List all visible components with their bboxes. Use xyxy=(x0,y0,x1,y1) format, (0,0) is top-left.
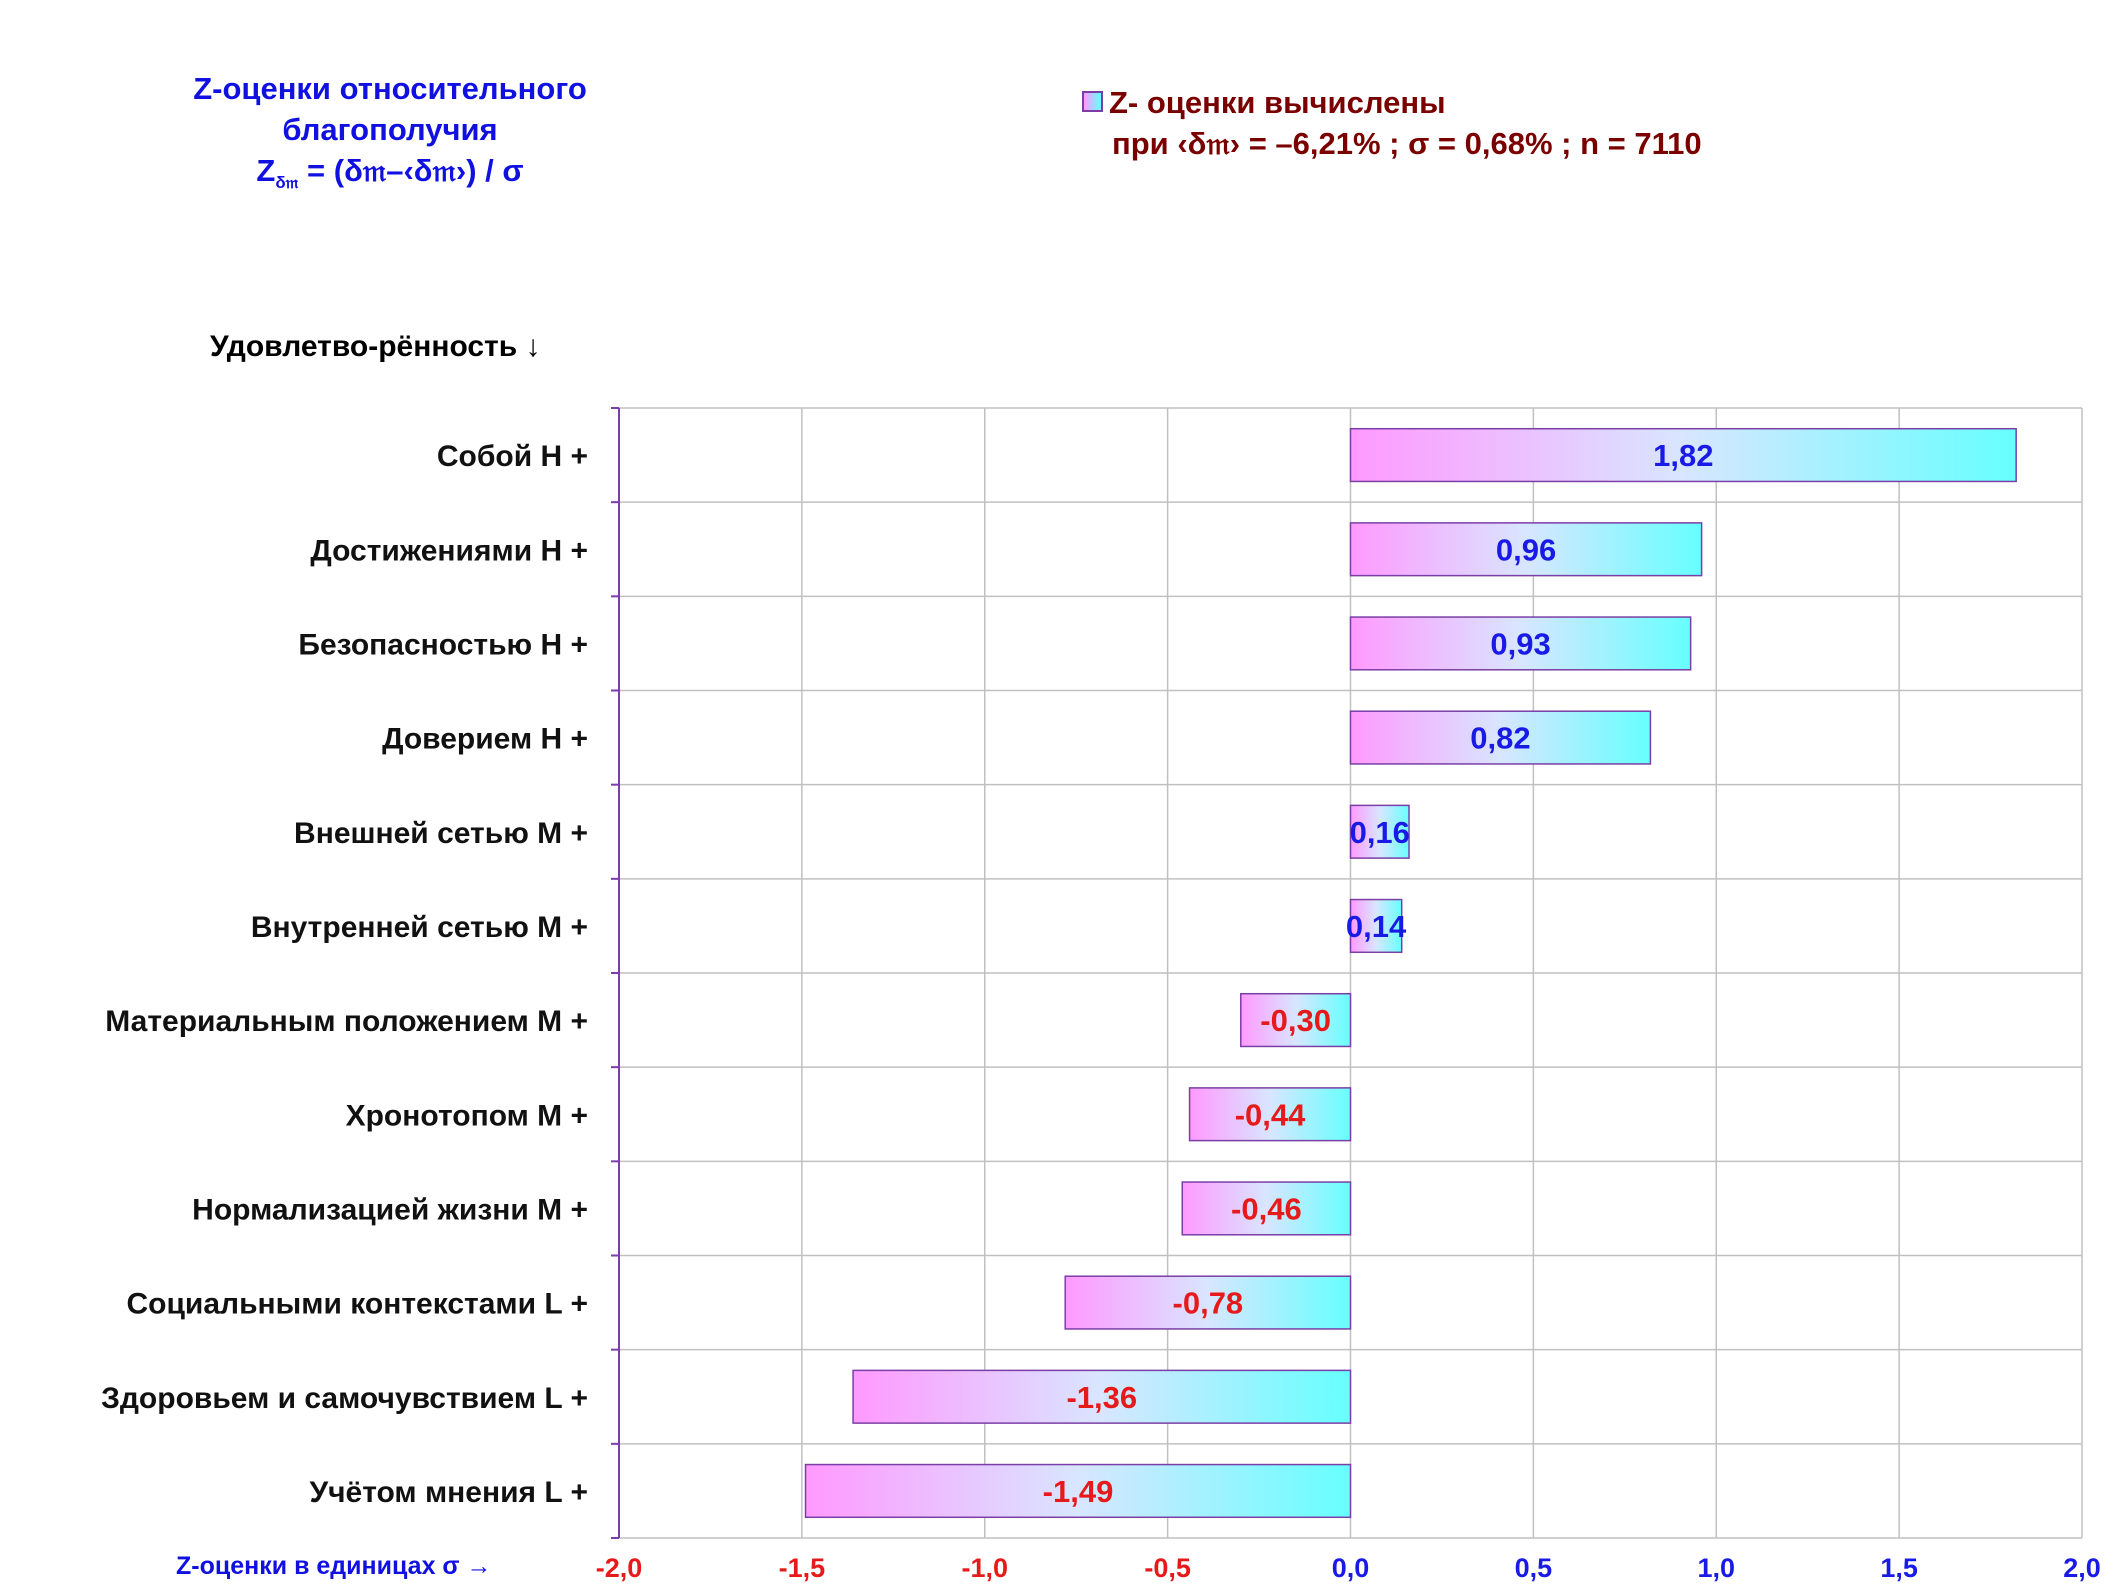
category-label: Внутренней сетью М + xyxy=(251,911,588,944)
x-tick-label: -2,0 xyxy=(596,1553,643,1583)
bar xyxy=(1349,804,1410,859)
data-label: -0,46 xyxy=(1231,1191,1302,1226)
data-label: 1,82 xyxy=(1653,438,1713,473)
x-tick-label: 2,0 xyxy=(2063,1553,2101,1583)
formula-z: Z xyxy=(256,153,276,188)
x-tick-label: 0,0 xyxy=(1332,1553,1370,1583)
x-tick-label: 1,0 xyxy=(1697,1553,1735,1583)
legend-swatch xyxy=(1082,91,1103,113)
category-label: Собой Н + xyxy=(437,440,588,473)
x-tick-label: -0,5 xyxy=(1144,1553,1191,1583)
data-label: 0,82 xyxy=(1470,721,1530,756)
data-label: -0,44 xyxy=(1235,1097,1306,1132)
y-axis-caption: Удовлетво-рённость ↓ xyxy=(210,330,541,363)
category-label: Безопасностью Н + xyxy=(298,628,588,661)
category-label: Внешней сетью М + xyxy=(294,817,588,850)
bar xyxy=(1349,898,1403,954)
x-axis-caption: Z-оценки в единицах σ → xyxy=(176,1552,492,1580)
category-label: Здоровьем и самочувствием L + xyxy=(101,1382,588,1415)
data-label: -1,49 xyxy=(1043,1474,1114,1509)
bar xyxy=(1349,522,1703,577)
category-label: Материальным положением М + xyxy=(105,1005,588,1038)
x-tick-label: 1,5 xyxy=(1880,1553,1918,1583)
title-formula: Zδ𝔪 = (δ𝔪–‹δ𝔪›) / σ xyxy=(110,150,670,203)
legend: Z- оценки вычислены при ‹δ𝔪› = –6,21% ; … xyxy=(1082,82,1702,164)
legend-text-1: Z- оценки вычислены xyxy=(1109,85,1446,120)
chart-title: Z-оценки относительного благополучия Zδ𝔪… xyxy=(110,68,670,203)
bar xyxy=(1188,1087,1352,1142)
bar xyxy=(1349,427,2017,483)
title-line-1: Z-оценки относительного xyxy=(193,71,587,106)
bar xyxy=(804,1463,1352,1519)
category-label: Нормализацией жизни М + xyxy=(192,1193,588,1226)
x-tick-label: 0,5 xyxy=(1515,1553,1553,1583)
bar xyxy=(852,1369,1352,1424)
data-label: 0,16 xyxy=(1350,815,1410,850)
legend-line-2: при ‹δ𝔪› = –6,21% ; σ = 0,68% ; n = 7110 xyxy=(1112,126,1702,161)
category-label: Социальными контекстами L + xyxy=(127,1288,589,1321)
category-labels: Собой Н + Достижениями Н + Безопасностью Н… xyxy=(101,440,588,1509)
data-label: 0,93 xyxy=(1490,626,1550,661)
data-label: 0,14 xyxy=(1346,909,1407,944)
bar xyxy=(1349,616,1692,671)
bar xyxy=(1240,992,1352,1048)
bar xyxy=(1064,1275,1352,1330)
x-tick-label: -1,5 xyxy=(779,1553,826,1583)
data-label: -1,36 xyxy=(1066,1380,1137,1415)
category-label: Учётом мнения L + xyxy=(309,1476,588,1509)
title-line-2: благополучия xyxy=(282,112,498,147)
x-tick-label: -1,0 xyxy=(961,1553,1008,1583)
data-label: -0,30 xyxy=(1260,1003,1331,1038)
category-label: Хронотопом М + xyxy=(346,1099,588,1132)
bars: 1,82 0,96 0,93 0,82 0,16 0,14 -0,30 -0,44 -0,46 -… xyxy=(804,427,2017,1519)
data-label: -0,78 xyxy=(1173,1286,1244,1321)
data-label: 0,96 xyxy=(1496,532,1556,567)
formula-body: = (δ𝔪–‹δ𝔪›) / σ xyxy=(298,153,524,188)
legend-line-1: Z- оценки вычислены xyxy=(1082,82,1702,123)
bar xyxy=(1181,1181,1352,1236)
grid xyxy=(611,407,2083,1539)
formula-subscript: δ𝔪 xyxy=(275,173,299,193)
category-label: Достижениями Н + xyxy=(310,534,588,567)
bar xyxy=(1349,710,1652,765)
category-label: Доверием Н + xyxy=(382,723,588,756)
x-axis-ticks: -2,0 -1,5 -1,0 -0,5 0,0 0,5 1,0 1,5 2,0 xyxy=(596,1553,2101,1583)
